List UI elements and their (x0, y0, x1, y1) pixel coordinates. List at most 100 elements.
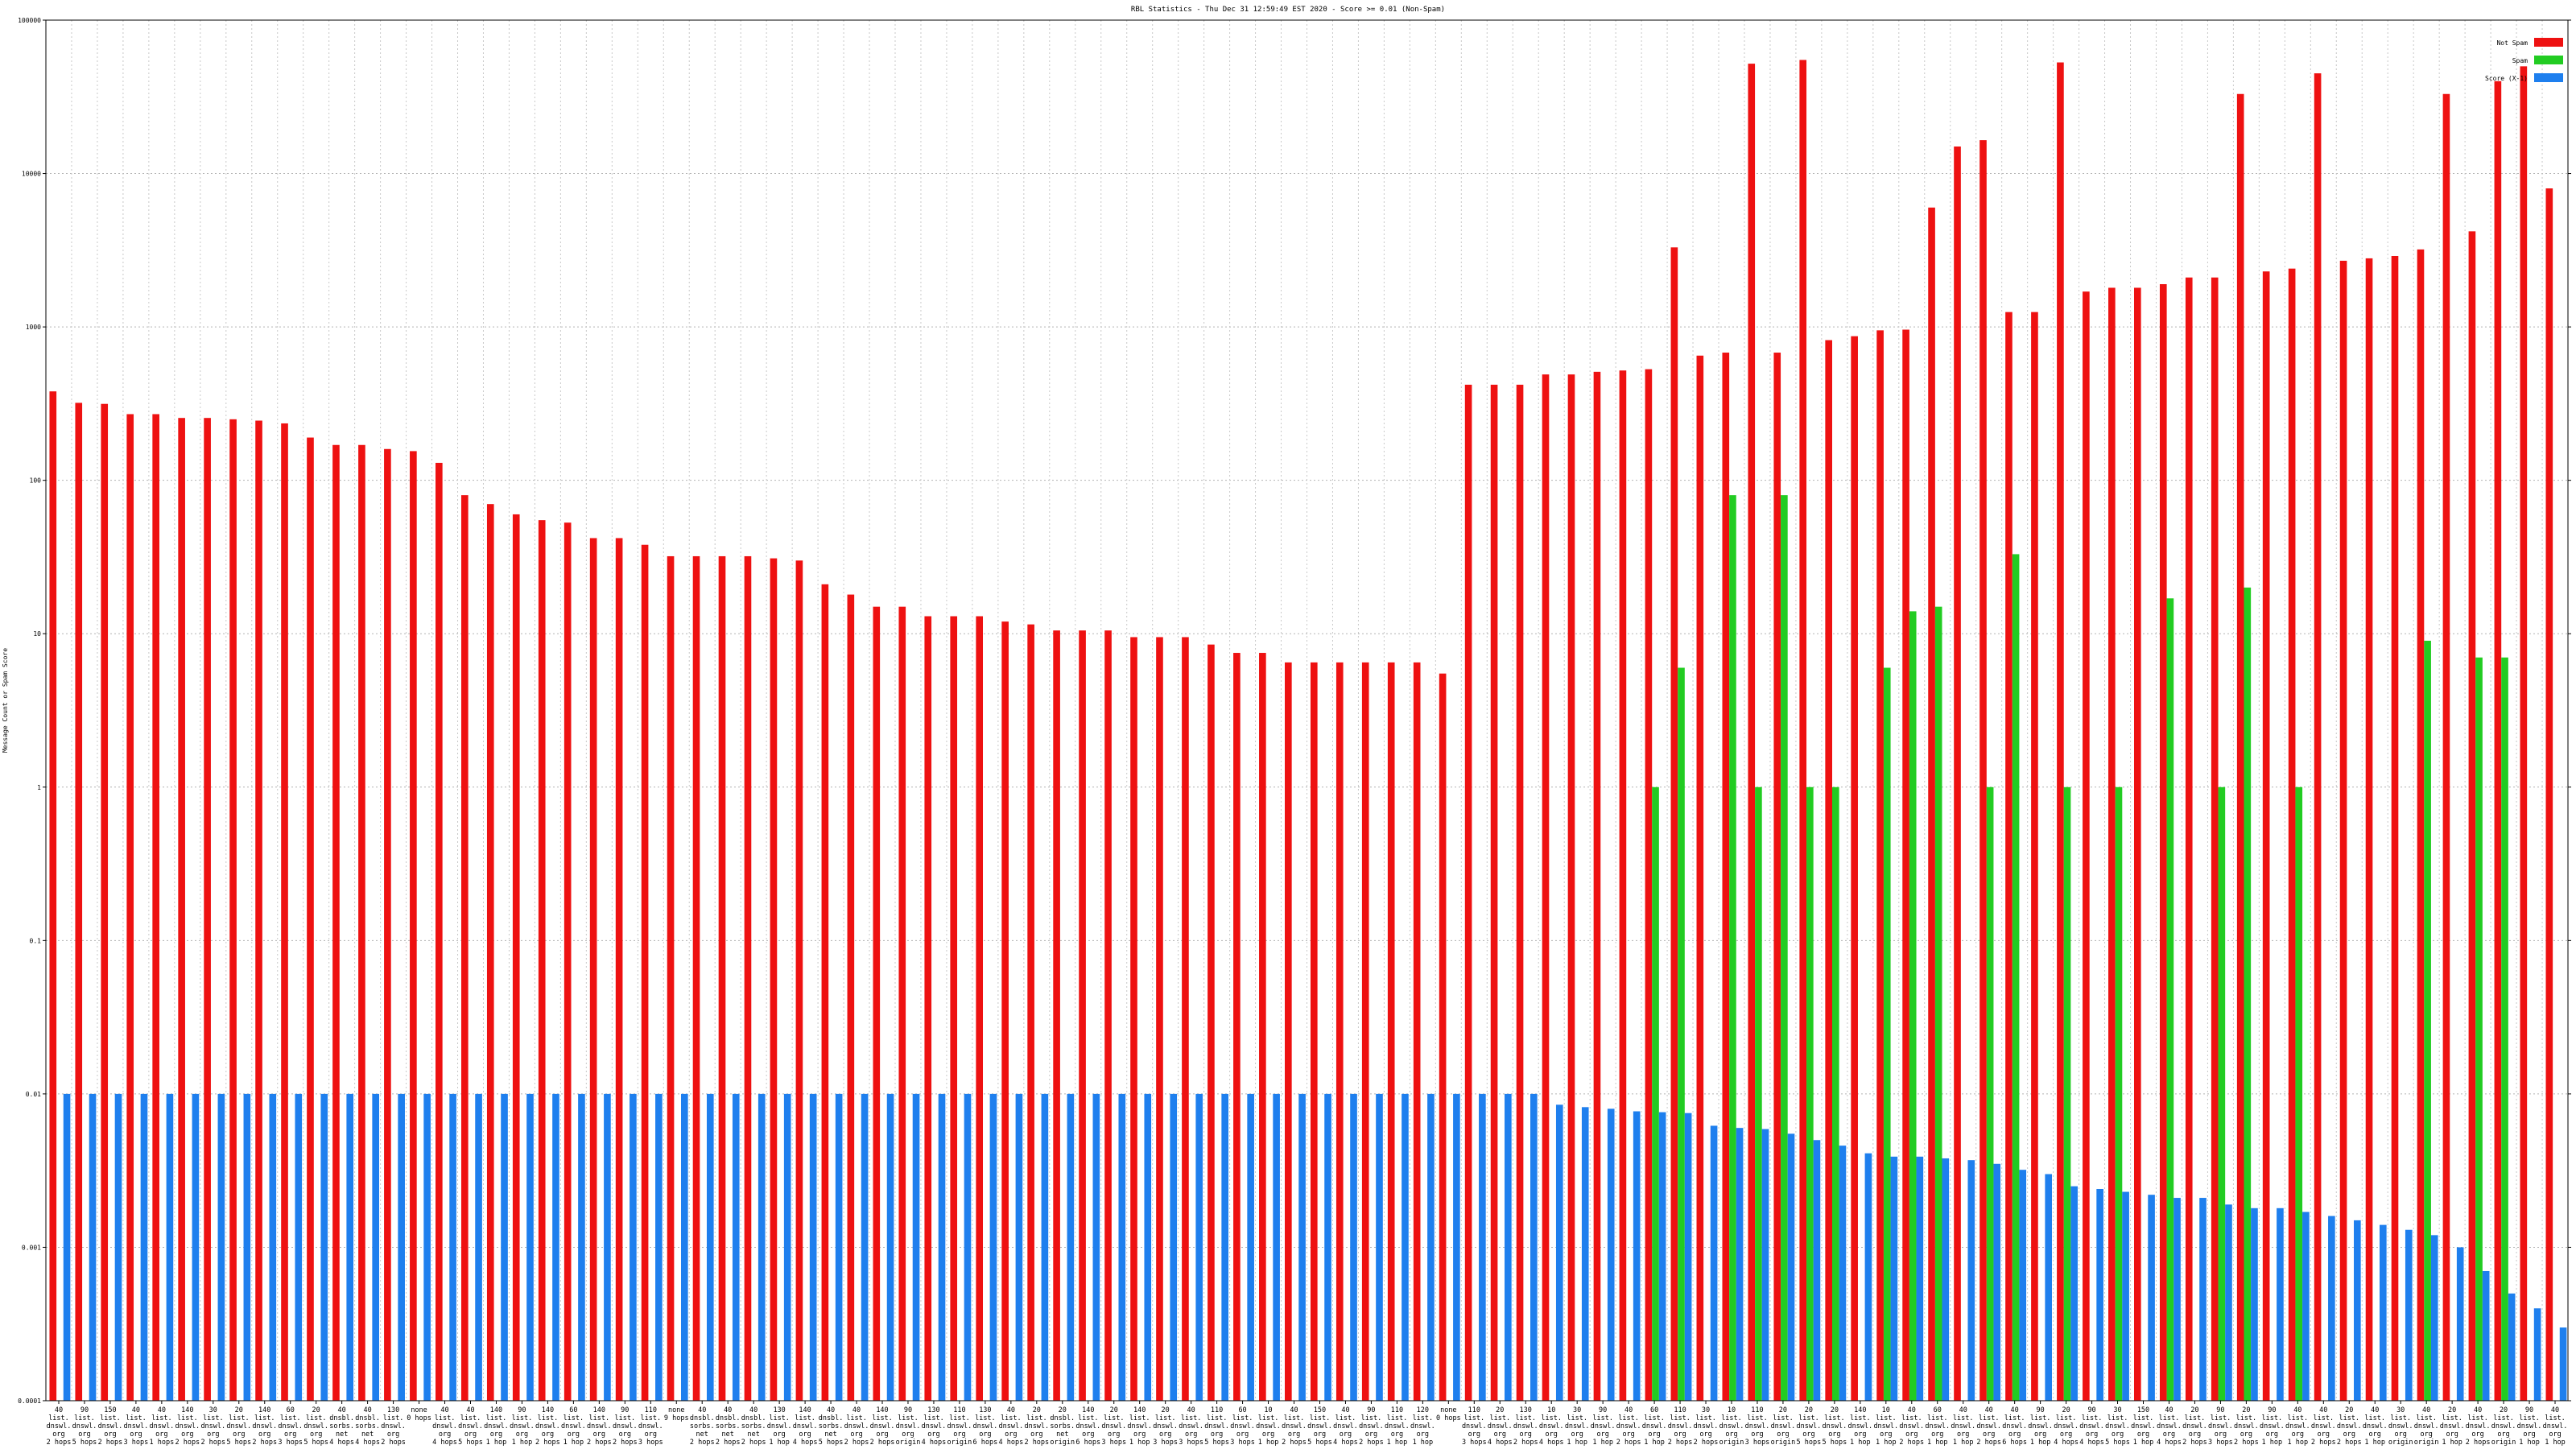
bar-not-spam (75, 402, 83, 1402)
bar-score-x-1 (2199, 1198, 2207, 1401)
bar-not-spam (641, 544, 649, 1401)
x-tick-label: 10 list. dnswl. org 1 hop (1256, 1406, 1281, 1447)
bar-not-spam (898, 606, 906, 1401)
bar-score-x-1 (1555, 1104, 1563, 1401)
bar-score-x-1 (783, 1093, 791, 1401)
x-tick-label: 40 dnsbl. sorbs. net 2 hops (741, 1406, 766, 1447)
x-tick-label: 40 list. dnswl. org 1 hop (1951, 1406, 1975, 1447)
bar-spam (2115, 786, 2123, 1401)
bar-not-spam (1876, 330, 1884, 1402)
bar-score-x-1 (835, 1093, 843, 1401)
y-tick-label: 100000 (18, 17, 41, 24)
bar-not-spam (2339, 260, 2347, 1401)
bar-not-spam (281, 423, 288, 1401)
bar-score-x-1 (1813, 1140, 1821, 1401)
bar-not-spam (1464, 384, 1472, 1401)
bar-score-x-1 (1607, 1108, 1615, 1401)
bar-score-x-1 (2379, 1224, 2387, 1401)
x-tick-label: 40 list. dnswl. org 4 hops (432, 1406, 457, 1447)
x-tick-label: 10 list. dnswl. org 4 hops (1539, 1406, 1564, 1447)
bar-not-spam (1387, 662, 1395, 1401)
x-tick-label: none 0 hops (407, 1406, 431, 1422)
bar-not-spam (1156, 637, 1163, 1401)
bar-score-x-1 (140, 1093, 148, 1401)
bar-score-x-1 (1350, 1093, 1357, 1401)
bar-score-x-1 (346, 1093, 354, 1401)
bar-score-x-1 (1247, 1093, 1254, 1401)
bar-score-x-1 (2070, 1186, 2078, 1401)
bar-score-x-1 (809, 1093, 817, 1401)
x-tick-label: 20 list. dnswl. org origin (2491, 1406, 2516, 1447)
bar-score-x-1 (217, 1093, 225, 1401)
bar-not-spam (2545, 188, 2553, 1401)
bar-score-x-1 (320, 1093, 328, 1401)
x-tick-label: 150 list. dnswl. org 2 hops (98, 1406, 123, 1447)
bar-score-x-1 (1864, 1153, 1872, 1401)
bar-not-spam (2057, 62, 2064, 1401)
bar-score-x-1 (1067, 1093, 1075, 1401)
bar-not-spam (976, 616, 984, 1401)
bar-not-spam (2211, 277, 2219, 1401)
bar-not-spam (178, 418, 185, 1401)
bar-not-spam (795, 560, 803, 1401)
bar-score-x-1 (2405, 1229, 2413, 1401)
x-tick-label: 30 list. dnswl. org 1 hop (1565, 1406, 1590, 1447)
x-tick-label: 90 list. dnswl. org 1 hop (2028, 1406, 2053, 1447)
bar-not-spam (1722, 353, 1730, 1401)
bar-not-spam (718, 555, 726, 1401)
bar-not-spam (1490, 384, 1498, 1401)
bar-score-x-1 (989, 1093, 997, 1401)
x-tick-label: 40 list. dnswl. org 3 hops (124, 1406, 149, 1447)
bar-score-x-1 (2508, 1293, 2516, 1401)
bar-score-x-1 (423, 1093, 431, 1401)
bar-not-spam (1825, 340, 1832, 1401)
legend-label: Spam (2512, 57, 2528, 64)
bar-score-x-1 (1144, 1093, 1152, 1401)
bar-spam (1755, 786, 1762, 1401)
bar-score-x-1 (2533, 1308, 2541, 1401)
bar-not-spam (1285, 662, 1292, 1401)
bar-score-x-1 (1092, 1093, 1100, 1401)
x-tick-label: 10 list. dnswl. org 1 hop (1873, 1406, 1898, 1447)
y-tick-label: 0.001 (22, 1244, 41, 1251)
x-tick-label: 130 list. dnswl. org 1 hop (767, 1406, 792, 1447)
bar-score-x-1 (2277, 1208, 2284, 1401)
x-tick-label: 30 list. dnswl. org 5 hops (2105, 1406, 2130, 1447)
bar-score-x-1 (526, 1093, 534, 1401)
bar-spam (1729, 495, 1736, 1401)
bar-score-x-1 (2482, 1270, 2490, 1401)
x-tick-label: 110 list. dnswl. org 5 hops (1204, 1406, 1229, 1447)
x-tick-label: 40 list. dnswl. org 4 hops (2157, 1406, 2182, 1447)
x-tick-label: 140 list. dnswl. org 1 hop (1847, 1406, 1872, 1447)
bar-score-x-1 (1427, 1093, 1435, 1401)
x-tick-label: 90 list. dnswl. org 1 hop (510, 1406, 535, 1447)
bar-spam (1986, 786, 1994, 1401)
bar-not-spam (1053, 630, 1060, 1401)
bar-score-x-1 (630, 1093, 637, 1401)
bar-not-spam (512, 514, 520, 1401)
bar-score-x-1 (1684, 1113, 1692, 1401)
bar-score-x-1 (1658, 1112, 1666, 1401)
bar-spam (1909, 611, 1917, 1401)
bar-not-spam (2159, 283, 2167, 1402)
bar-not-spam (1182, 637, 1189, 1401)
bar-score-x-1 (655, 1093, 663, 1401)
bar-not-spam (1335, 662, 1344, 1401)
bar-not-spam (2133, 287, 2141, 1401)
bar-not-spam (204, 418, 211, 1401)
bar-not-spam (2520, 66, 2528, 1402)
chart-title: RBL Statistics - Thu Dec 31 12:59:49 EST… (1131, 6, 1445, 14)
y-tick-label: 1000 (26, 324, 41, 331)
y-tick-label: 0.01 (26, 1091, 41, 1098)
bar-not-spam (255, 420, 262, 1401)
x-tick-label: 90 list. dnswl. org 2 hops (613, 1406, 638, 1447)
bar-not-spam (950, 616, 958, 1401)
x-tick-label: 20 list. dnswl. org 2 hops (1024, 1406, 1049, 1447)
x-tick-label: 60 list. dnswl. org 1 hop (1642, 1406, 1667, 1447)
bar-not-spam (2185, 277, 2193, 1401)
bar-score-x-1 (398, 1093, 405, 1401)
bar-not-spam (1310, 662, 1318, 1401)
x-tick-label: 90 list. dnswl. org 1 hop (2260, 1406, 2285, 1447)
x-tick-label: 110 list. dnswl. org 2 hops (1668, 1406, 1693, 1447)
bar-not-spam (1696, 355, 1704, 1402)
